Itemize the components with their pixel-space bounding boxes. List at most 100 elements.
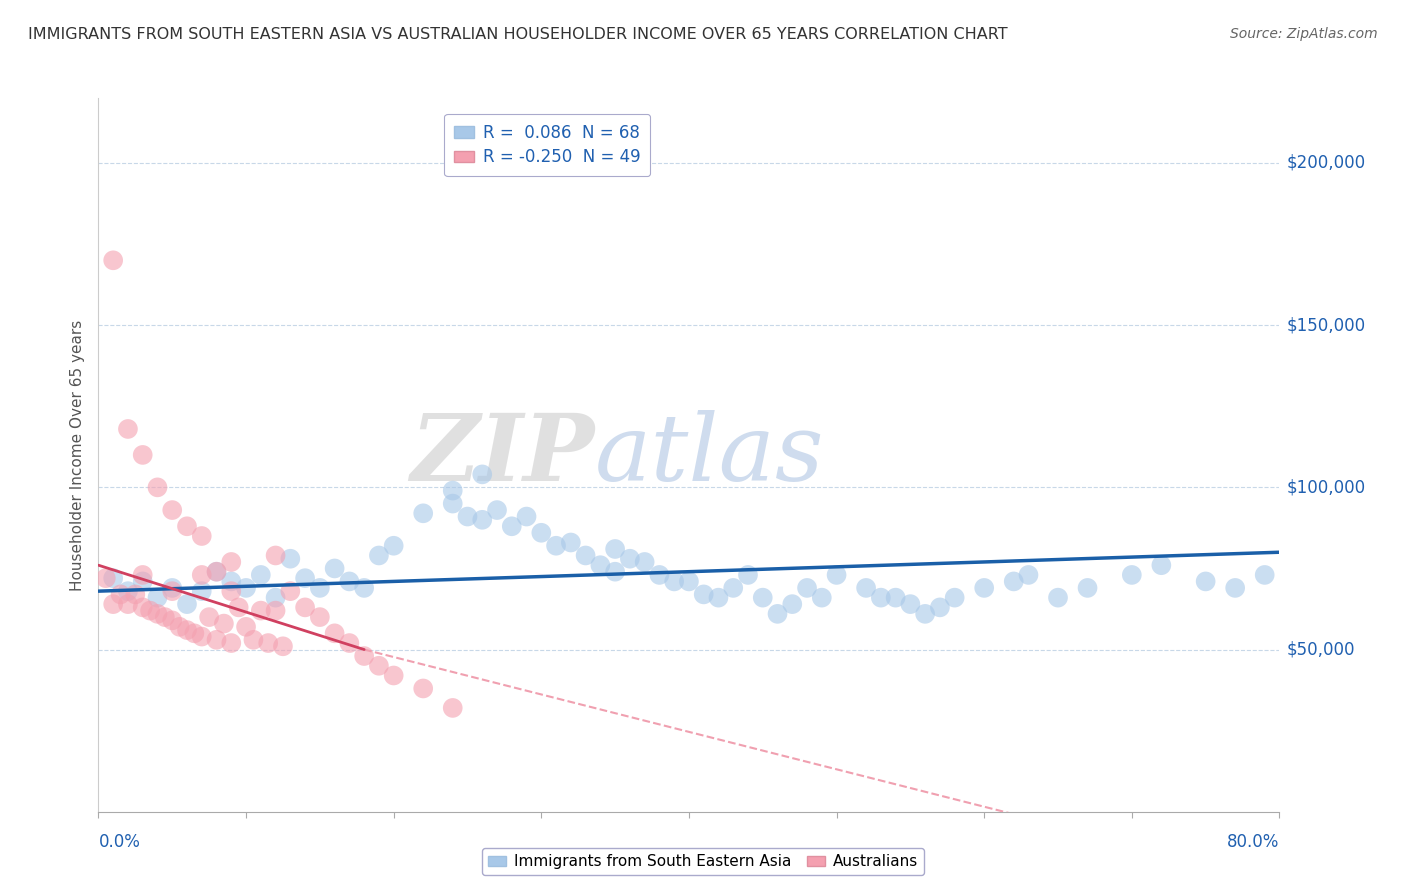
Point xyxy=(530,525,553,540)
Point xyxy=(176,597,198,611)
Point xyxy=(337,636,360,650)
Point xyxy=(103,597,125,611)
Point xyxy=(278,584,302,599)
Point xyxy=(1017,568,1039,582)
Point xyxy=(353,581,375,595)
Text: $150,000: $150,000 xyxy=(1286,316,1365,334)
Text: $50,000: $50,000 xyxy=(1286,640,1355,658)
Point xyxy=(219,555,242,569)
Text: 0.0%: 0.0% xyxy=(98,833,141,851)
Point xyxy=(323,561,346,575)
Point xyxy=(264,549,287,563)
Point xyxy=(117,597,139,611)
Point xyxy=(242,632,264,647)
Point xyxy=(884,591,907,605)
Point xyxy=(412,506,434,520)
Point xyxy=(368,549,391,563)
Point xyxy=(353,648,375,663)
Point xyxy=(250,604,273,618)
Point xyxy=(605,565,627,579)
Point xyxy=(132,600,155,615)
Point xyxy=(264,591,287,605)
Point xyxy=(191,630,214,644)
Legend: Immigrants from South Eastern Asia, Australians: Immigrants from South Eastern Asia, Aust… xyxy=(482,848,924,875)
Point xyxy=(900,597,922,611)
Point xyxy=(323,626,346,640)
Text: $200,000: $200,000 xyxy=(1286,154,1365,172)
Point xyxy=(132,568,155,582)
Point xyxy=(766,607,789,621)
Point xyxy=(212,616,235,631)
Point xyxy=(928,600,950,615)
Point xyxy=(678,574,700,589)
Point xyxy=(486,503,509,517)
Point xyxy=(117,422,139,436)
Point xyxy=(605,541,627,556)
Point xyxy=(250,568,273,582)
Point xyxy=(382,668,405,682)
Point xyxy=(337,574,360,589)
Y-axis label: Householder Income Over 65 years: Householder Income Over 65 years xyxy=(70,319,86,591)
Point xyxy=(146,591,169,605)
Point xyxy=(456,509,478,524)
Point xyxy=(219,584,242,599)
Point xyxy=(1002,574,1025,589)
Point xyxy=(235,581,257,595)
Point xyxy=(1195,574,1218,589)
Point xyxy=(124,587,146,601)
Point xyxy=(117,584,139,599)
Point xyxy=(471,467,494,482)
Point xyxy=(737,568,759,582)
Text: atlas: atlas xyxy=(595,410,824,500)
Text: 80.0%: 80.0% xyxy=(1227,833,1279,851)
Point xyxy=(103,253,125,268)
Point xyxy=(162,584,183,599)
Point xyxy=(441,497,464,511)
Point xyxy=(169,620,191,634)
Point xyxy=(382,539,405,553)
Point xyxy=(278,551,302,566)
Point xyxy=(309,581,332,595)
Point xyxy=(191,568,214,582)
Point xyxy=(664,574,686,589)
Point xyxy=(294,571,316,585)
Point xyxy=(205,565,228,579)
Point xyxy=(191,529,214,543)
Point xyxy=(721,581,744,595)
Point xyxy=(707,591,730,605)
Point xyxy=(782,597,804,611)
Point xyxy=(294,600,316,615)
Point xyxy=(176,623,198,637)
Point xyxy=(257,636,280,650)
Text: IMMIGRANTS FROM SOUTH EASTERN ASIA VS AUSTRALIAN HOUSEHOLDER INCOME OVER 65 YEAR: IMMIGRANTS FROM SOUTH EASTERN ASIA VS AU… xyxy=(28,27,1008,42)
Point xyxy=(515,509,537,524)
Point xyxy=(471,513,494,527)
Point xyxy=(176,519,198,533)
Point xyxy=(205,565,228,579)
Point xyxy=(235,620,257,634)
Text: ZIP: ZIP xyxy=(411,410,595,500)
Point xyxy=(94,571,117,585)
Point xyxy=(693,587,716,601)
Point xyxy=(219,574,242,589)
Point xyxy=(191,584,214,599)
Point xyxy=(544,539,567,553)
Point xyxy=(368,658,391,673)
Point xyxy=(810,591,832,605)
Point xyxy=(855,581,877,595)
Point xyxy=(1046,591,1069,605)
Point xyxy=(1223,581,1246,595)
Point xyxy=(264,604,287,618)
Point xyxy=(146,480,169,494)
Point xyxy=(914,607,936,621)
Point xyxy=(219,636,242,650)
Point xyxy=(869,591,891,605)
Point xyxy=(205,632,228,647)
Point xyxy=(1121,568,1143,582)
Point xyxy=(139,604,162,618)
Point xyxy=(441,483,464,498)
Point xyxy=(162,503,183,517)
Text: Source: ZipAtlas.com: Source: ZipAtlas.com xyxy=(1230,27,1378,41)
Point xyxy=(103,571,125,585)
Point xyxy=(943,591,966,605)
